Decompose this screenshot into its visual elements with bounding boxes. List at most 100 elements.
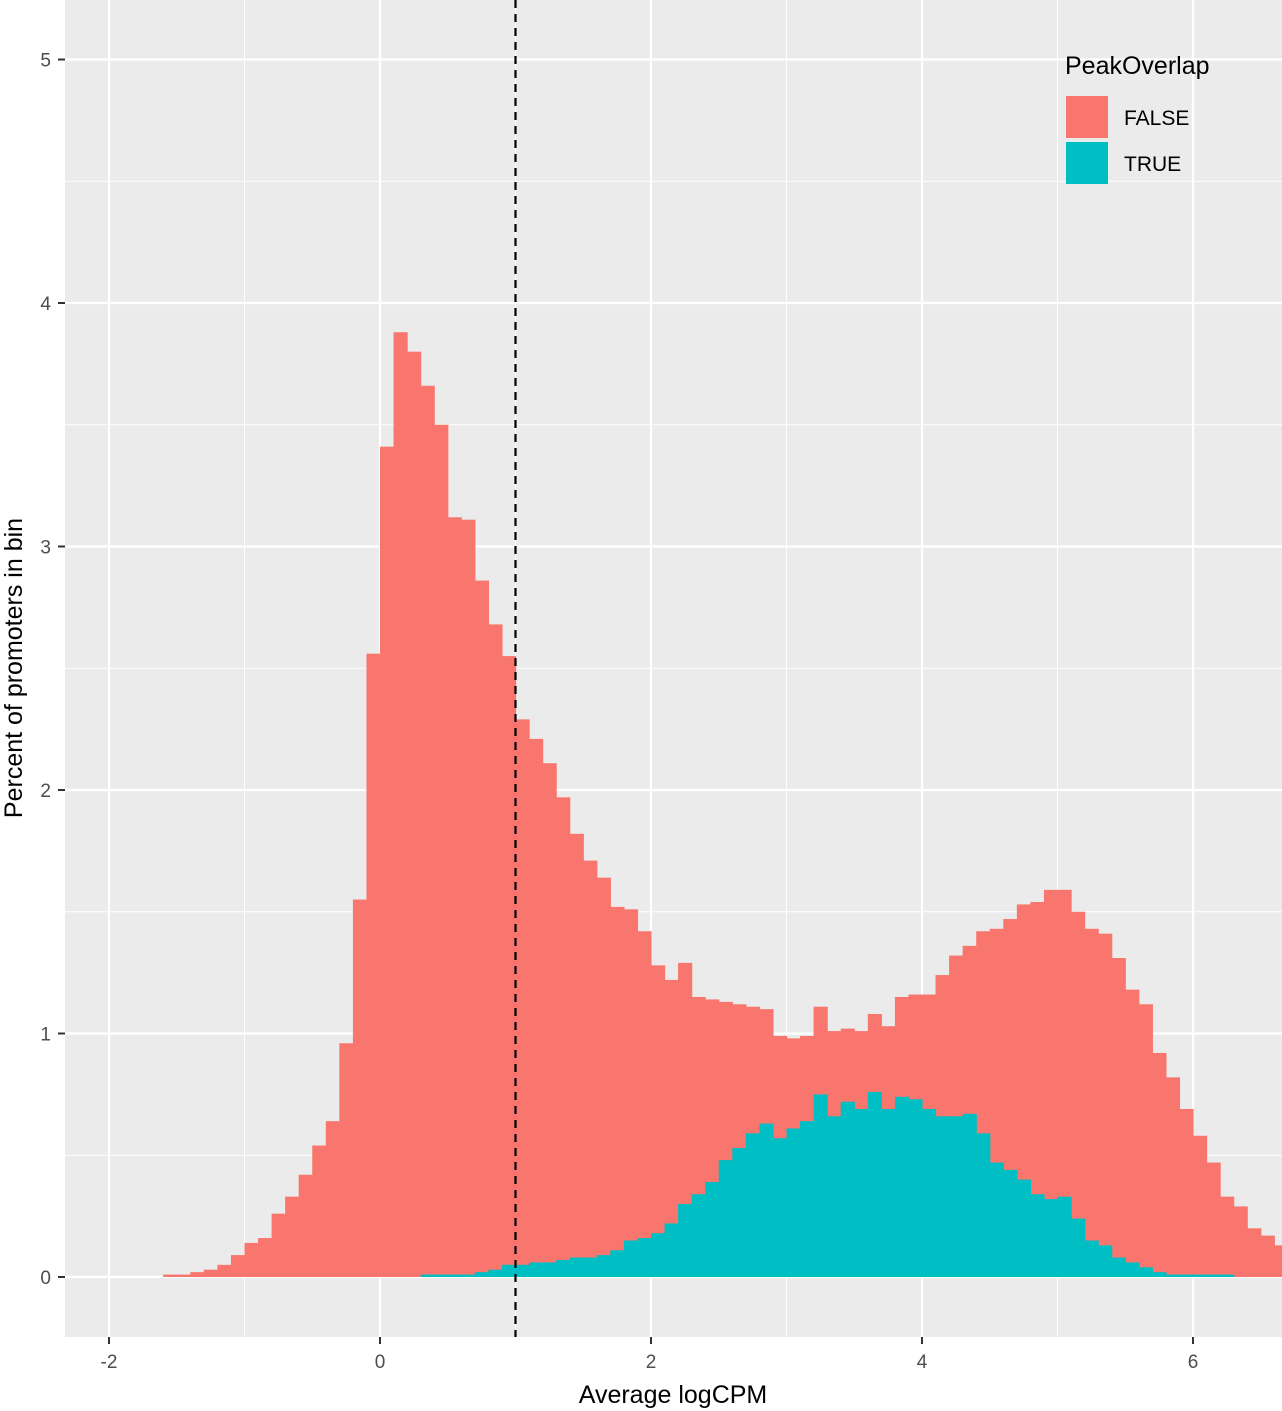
bar-false bbox=[244, 1242, 259, 1277]
bar-true bbox=[651, 1233, 666, 1277]
bar-false bbox=[285, 1196, 300, 1277]
bar-true bbox=[908, 1099, 923, 1277]
bar-false bbox=[380, 446, 395, 1277]
bar-true bbox=[705, 1182, 720, 1277]
bar-false bbox=[352, 899, 368, 1277]
legend-title: PeakOverlap bbox=[1065, 52, 1210, 80]
bar-false bbox=[271, 1213, 286, 1277]
bar-false bbox=[664, 979, 679, 1277]
y-tick-label: 0 bbox=[40, 1268, 51, 1289]
bar-false bbox=[1206, 1162, 1221, 1277]
bar-true bbox=[1193, 1274, 1208, 1277]
bar-false bbox=[529, 738, 544, 1277]
bar-false bbox=[651, 965, 666, 1277]
bar-true bbox=[1043, 1199, 1059, 1277]
bar-false bbox=[163, 1274, 178, 1277]
bar-true bbox=[1138, 1267, 1153, 1277]
bar-true bbox=[1071, 1218, 1086, 1277]
bar-true bbox=[420, 1274, 435, 1277]
bar-false bbox=[542, 763, 557, 1277]
bar-false bbox=[1111, 958, 1126, 1277]
bar-false bbox=[339, 1043, 354, 1277]
bar-false bbox=[488, 624, 503, 1277]
x-tick-label: 2 bbox=[646, 1352, 657, 1373]
bar-true bbox=[637, 1238, 652, 1277]
bar-true bbox=[894, 1096, 910, 1277]
bar-true bbox=[813, 1094, 828, 1277]
y-tick-label: 5 bbox=[40, 51, 51, 72]
bar-true bbox=[949, 1116, 964, 1277]
bar-false bbox=[407, 351, 422, 1277]
x-tick-label: 0 bbox=[375, 1352, 386, 1373]
histogram-bars bbox=[163, 332, 1282, 1278]
bar-true bbox=[935, 1116, 950, 1277]
bar-false bbox=[1260, 1235, 1275, 1277]
y-tick-label: 3 bbox=[40, 538, 51, 559]
bar-false bbox=[610, 906, 625, 1277]
bar-true bbox=[827, 1116, 842, 1277]
bar-true bbox=[556, 1259, 571, 1277]
bar-true bbox=[800, 1121, 815, 1277]
bar-true bbox=[881, 1108, 896, 1277]
bar-false bbox=[556, 797, 571, 1277]
bar-true bbox=[501, 1264, 517, 1277]
x-axis-title: Average logCPM bbox=[579, 1381, 768, 1409]
bar-true bbox=[1206, 1274, 1221, 1277]
x-axis: -2 0 2 4 6 bbox=[101, 1337, 1199, 1373]
bar-true bbox=[569, 1257, 584, 1277]
bar-true bbox=[718, 1160, 733, 1277]
bar-false bbox=[1152, 1052, 1167, 1277]
bar-true bbox=[623, 1240, 639, 1277]
bar-false bbox=[637, 931, 652, 1277]
bar-false bbox=[1057, 889, 1072, 1277]
bar-false bbox=[258, 1238, 273, 1277]
bar-false bbox=[1138, 1004, 1153, 1277]
bar-false bbox=[596, 877, 611, 1277]
bar-true bbox=[732, 1147, 747, 1277]
bar-false bbox=[420, 385, 435, 1277]
y-tick-label: 2 bbox=[40, 781, 51, 802]
bar-false bbox=[190, 1272, 205, 1277]
bar-false bbox=[203, 1269, 218, 1277]
bar-false bbox=[1084, 928, 1099, 1277]
bar-true bbox=[610, 1250, 625, 1277]
bar-false bbox=[434, 424, 449, 1277]
bar-false bbox=[1125, 989, 1140, 1277]
bar-false bbox=[1179, 1108, 1194, 1277]
bar-false bbox=[176, 1274, 191, 1277]
bar-true bbox=[962, 1113, 977, 1277]
bar-false bbox=[312, 1145, 327, 1277]
bar-true bbox=[1016, 1179, 1031, 1277]
bar-false bbox=[1043, 889, 1059, 1277]
legend-key-false bbox=[1066, 96, 1108, 138]
bar-false bbox=[474, 580, 489, 1277]
bar-true bbox=[1003, 1169, 1018, 1277]
y-axis: 0 1 2 3 4 5 bbox=[40, 51, 65, 1289]
bar-true bbox=[529, 1262, 544, 1277]
bar-false bbox=[1071, 911, 1086, 1277]
bar-true bbox=[542, 1262, 557, 1277]
bar-true bbox=[1220, 1274, 1235, 1277]
bar-true bbox=[1057, 1196, 1072, 1277]
bar-false bbox=[1274, 1245, 1282, 1277]
x-tick-label: 4 bbox=[917, 1352, 928, 1373]
bar-true bbox=[1084, 1240, 1099, 1277]
bar-false bbox=[1165, 1077, 1181, 1277]
bar-true bbox=[583, 1257, 598, 1277]
bar-true bbox=[1098, 1245, 1113, 1277]
bar-true bbox=[1152, 1272, 1167, 1277]
bar-true bbox=[922, 1108, 937, 1277]
bar-false bbox=[366, 653, 381, 1277]
y-axis-title: Percent of promoters in bin bbox=[0, 518, 28, 818]
bar-true bbox=[989, 1162, 1004, 1277]
bar-false bbox=[1098, 933, 1113, 1277]
bar-false bbox=[515, 719, 530, 1277]
legend-label-true: TRUE bbox=[1124, 153, 1181, 176]
bar-true bbox=[745, 1133, 760, 1277]
x-tick-label: 6 bbox=[1188, 1352, 1199, 1373]
bar-true bbox=[1179, 1274, 1194, 1277]
bar-false bbox=[1030, 902, 1045, 1277]
bar-false bbox=[447, 517, 462, 1277]
legend-label-false: FALSE bbox=[1124, 107, 1189, 130]
